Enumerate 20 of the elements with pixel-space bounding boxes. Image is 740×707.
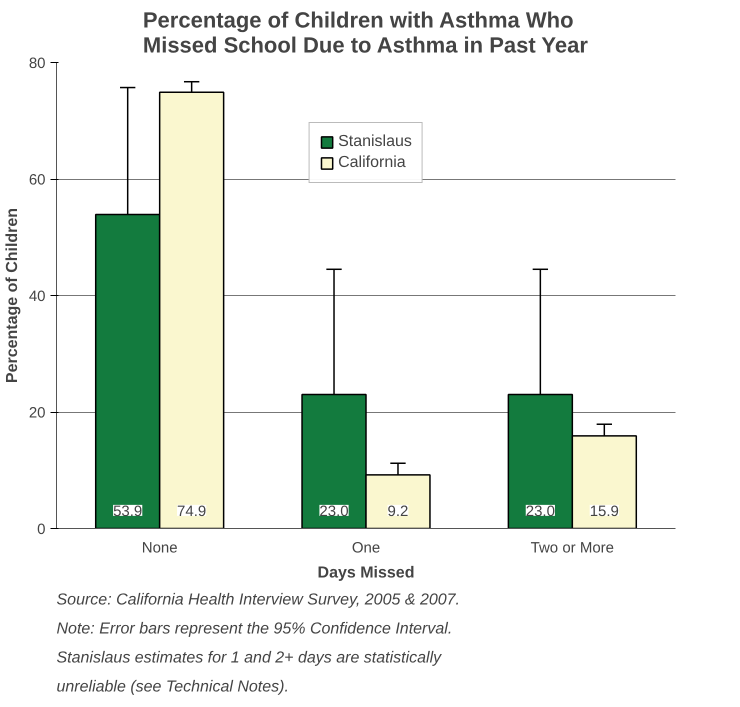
data-label: 9.2 [388,502,408,520]
y-tick-label: 20 [28,404,46,422]
y-axis-title: Percentage of Children [4,208,21,384]
x-tick-label: Two or More [530,540,614,556]
chart-title: Percentage of Children with Asthma Who Missed School Due to Asthma in Past Year [142,8,588,58]
legend-label: Stanislaus [338,133,412,151]
y-tick-label: 40 [28,288,46,305]
data-label: 74.9 [177,502,206,520]
data-label: 23.0 [526,502,555,520]
source-note: Source: California Health Interview Survey, 2005 & 2007. Note: Error bars represent the 95% Confidence Interval. Stanislaus estimates for 1 and 2+ days are statistically unreliable (see Technical Notes). [56,592,460,696]
y-tick-label: 60 [28,172,46,188]
x-tick-label: One [352,540,380,556]
x-axis-title: Days Missed [318,564,414,582]
legend-label: California [338,154,406,172]
y-tick-label: 0 [37,521,46,538]
data-label: 53.9 [113,502,142,520]
x-tick-label: None [142,540,178,556]
data-label: 23.0 [319,502,349,520]
data-label: 15.9 [590,502,619,520]
y-tick-label: 80 [28,55,46,72]
